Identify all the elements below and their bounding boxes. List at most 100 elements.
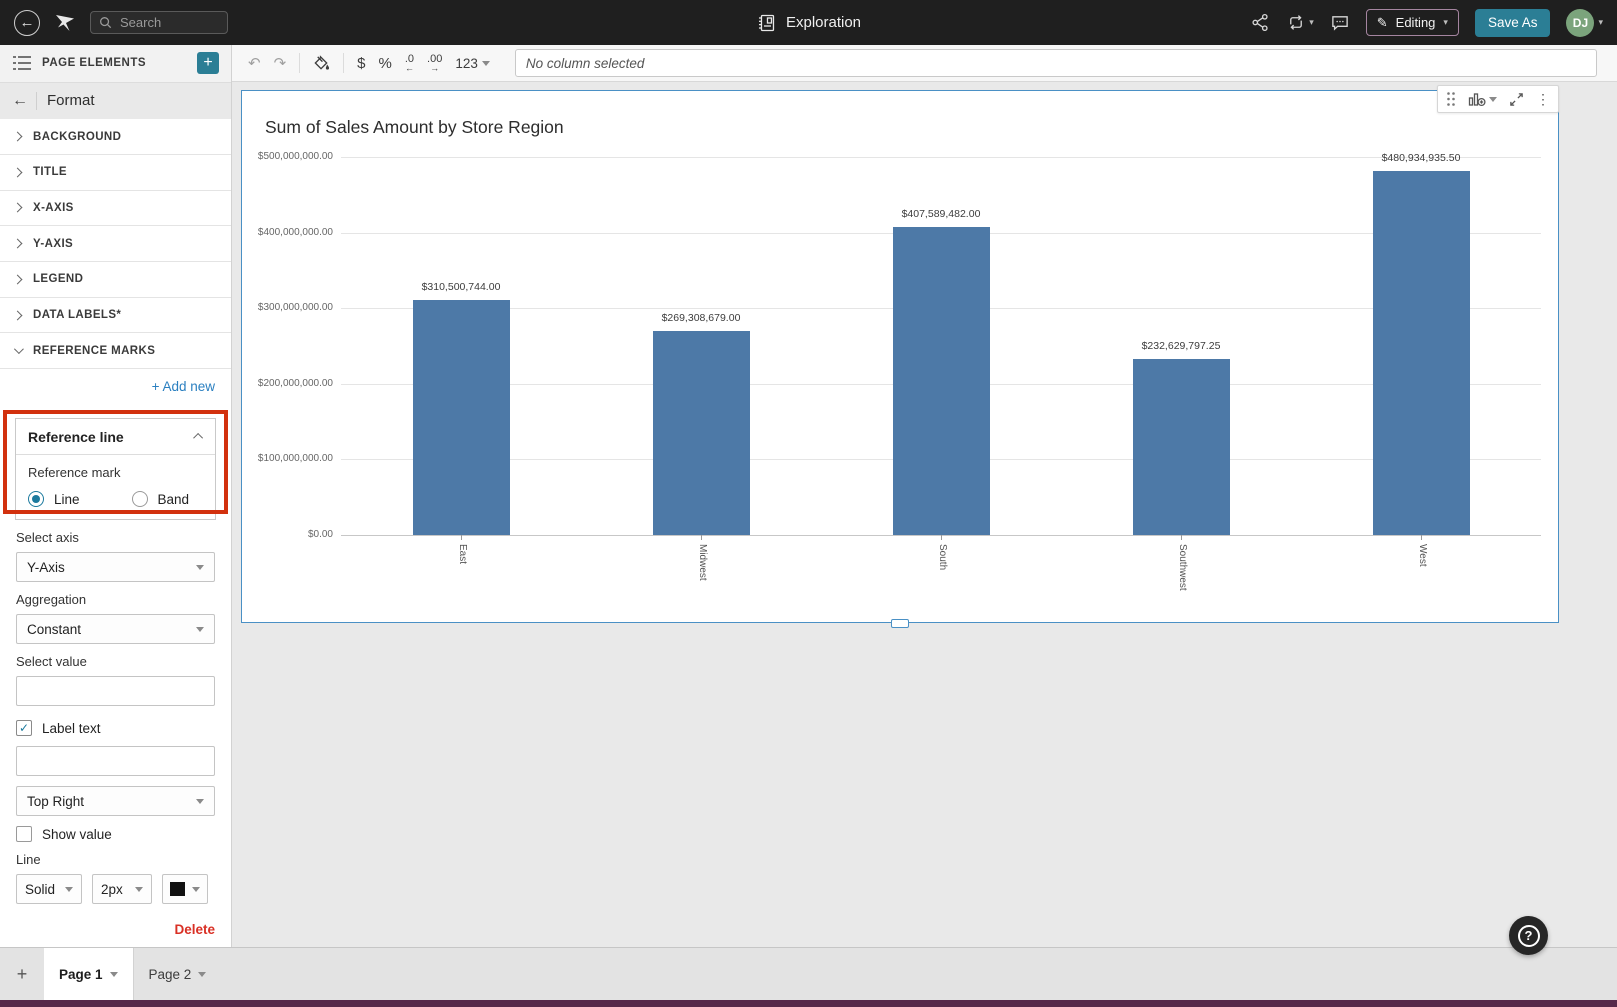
search-box[interactable] [90, 11, 228, 34]
redo-button[interactable]: ↷ [273, 55, 287, 72]
add-page-button[interactable]: + [16, 963, 28, 984]
radio-band[interactable] [131, 491, 148, 508]
element-menu-icon[interactable]: ⋮ [1536, 90, 1550, 107]
bar-south[interactable] [893, 227, 990, 535]
resize-handle[interactable] [891, 619, 909, 628]
x-axis-label: Southwest [1177, 544, 1188, 591]
section-x-axis[interactable]: X-AXIS [0, 191, 231, 227]
editing-mode-dropdown[interactable]: ✎ Editing ▾ [1365, 9, 1459, 36]
data-label: $407,589,482.00 [901, 208, 981, 220]
workbook-canvas[interactable]: ⋮ Sum of Sales Amount by Store Region $5… [232, 82, 1617, 947]
chart-title: Sum of Sales Amount by Store Region [265, 117, 564, 137]
drag-handle-icon[interactable] [1446, 91, 1456, 107]
page-elements-title: PAGE ELEMENTS [42, 57, 147, 70]
bar-west[interactable] [1373, 171, 1470, 535]
tab-page-1[interactable]: Page 1 [44, 948, 134, 1000]
caret-down-icon: ▾ [1443, 17, 1448, 27]
add-new-reference-mark-link[interactable]: + Add new [151, 379, 215, 395]
aggregation-dropdown[interactable]: Constant [16, 614, 215, 645]
section-legend[interactable]: LEGEND [0, 262, 231, 298]
bar-midwest[interactable] [653, 331, 750, 535]
editing-mode-label: Editing [1395, 15, 1436, 30]
save-as-button[interactable]: Save As [1474, 8, 1551, 37]
line-color-dropdown[interactable] [162, 874, 208, 905]
bar-east[interactable] [413, 300, 510, 535]
label-text-checkbox[interactable]: ✓ [16, 720, 32, 737]
format-sidebar: PAGE ELEMENTS + ← Format BACKGROUND TITL… [0, 45, 232, 947]
bar-southwest[interactable] [1133, 359, 1230, 535]
chevron-up-icon [193, 432, 204, 443]
maximize-icon[interactable] [1509, 92, 1524, 107]
percent-format-button[interactable]: % [378, 54, 392, 72]
reference-line-header[interactable]: Reference line [16, 419, 215, 456]
back-button[interactable]: ← [14, 9, 40, 36]
fill-color-icon[interactable] [313, 54, 330, 72]
line-section-label: Line [16, 852, 41, 868]
share-icon[interactable] [1251, 13, 1270, 32]
increase-decimal-button[interactable]: .00 → [427, 52, 443, 73]
caret-down-icon [196, 564, 204, 570]
chevron-right-icon [12, 274, 23, 285]
select-axis-dropdown[interactable]: Y-Axis [16, 552, 215, 583]
page-elements-list-icon [12, 55, 32, 71]
label-position-dropdown[interactable]: Top Right [16, 786, 215, 817]
section-background[interactable]: BACKGROUND [0, 119, 231, 155]
x-axis-label: West [1417, 544, 1428, 567]
data-label: $232,629,797.25 [1141, 340, 1221, 352]
sigma-logo-icon[interactable] [54, 12, 76, 34]
y-axis-tick-label: $500,000,000.00 [257, 151, 333, 162]
chevron-right-icon [12, 131, 23, 142]
caret-down-icon [196, 798, 204, 804]
version-swap-icon[interactable]: ▾ [1286, 13, 1314, 32]
caret-down-icon [198, 971, 207, 977]
radio-line-label: Line [54, 491, 80, 507]
chart-type-dropdown[interactable] [1468, 91, 1497, 107]
radio-line[interactable] [28, 491, 44, 508]
comments-icon[interactable] [1330, 13, 1350, 32]
radio-band-label: Band [157, 491, 190, 507]
section-y-axis[interactable]: Y-AXIS [0, 226, 231, 262]
element-toolbar: ⋮ [1437, 85, 1559, 113]
select-value-input[interactable] [16, 676, 215, 707]
data-label: $480,934,935.50 [1381, 152, 1461, 164]
reference-line-card: Reference line Reference mark Line Band [3, 410, 228, 521]
color-swatch [170, 882, 185, 897]
line-width-dropdown[interactable]: 2px [92, 874, 152, 905]
number-format-dropdown[interactable]: 123 [455, 56, 490, 71]
section-title[interactable]: TITLE [0, 155, 231, 191]
data-label: $269,308,679.00 [661, 312, 741, 324]
search-icon [99, 16, 112, 29]
aggregation-label: Aggregation [16, 592, 87, 608]
reference-mark-label: Reference mark [28, 465, 121, 481]
plot-area: $500,000,000.00 $400,000,000.00 $300,000,0… [258, 151, 1541, 591]
y-axis-tick-label: $100,000,000.00 [257, 453, 333, 464]
data-label: $310,500,744.00 [421, 281, 501, 293]
line-style-dropdown[interactable]: Solid [16, 874, 82, 905]
undo-button[interactable]: ↶ [248, 55, 261, 72]
x-axis-tick [1181, 535, 1182, 540]
show-value-label: Show value [42, 826, 112, 842]
y-axis-tick-label: $300,000,000.00 [257, 302, 333, 313]
user-menu[interactable]: DJ ▾ [1566, 8, 1603, 37]
caret-down-icon [192, 886, 200, 892]
decrease-decimal-button[interactable]: .0 ← [404, 52, 415, 73]
x-axis-label: South [937, 544, 948, 571]
section-data-labels[interactable]: DATA LABELS* [0, 298, 231, 334]
section-reference-marks[interactable]: REFERENCE MARKS [0, 333, 231, 370]
delete-reference-line-link[interactable]: Delete [174, 922, 215, 938]
help-button[interactable]: ? [1509, 916, 1548, 955]
search-input[interactable] [120, 15, 219, 30]
reference-line-title: Reference line [28, 428, 124, 445]
tab-page-2[interactable]: Page 2 [134, 948, 222, 1000]
currency-format-button[interactable]: $ [357, 54, 366, 72]
page-tabs-bar: + Page 1 Page 2 [0, 947, 1617, 1000]
chart-element[interactable]: Sum of Sales Amount by Store Region $500… [241, 90, 1559, 628]
top-app-bar: ← Exploration ▾ ✎ Editing ▾ [0, 0, 1617, 45]
show-value-checkbox[interactable] [16, 826, 32, 843]
add-element-button[interactable]: + [197, 52, 219, 75]
caret-down-icon [65, 886, 73, 892]
arrow-right-icon: → [430, 62, 440, 73]
format-back-button[interactable]: ← [12, 91, 37, 110]
label-text-input[interactable] [16, 746, 215, 777]
x-axis-tick [701, 535, 702, 540]
